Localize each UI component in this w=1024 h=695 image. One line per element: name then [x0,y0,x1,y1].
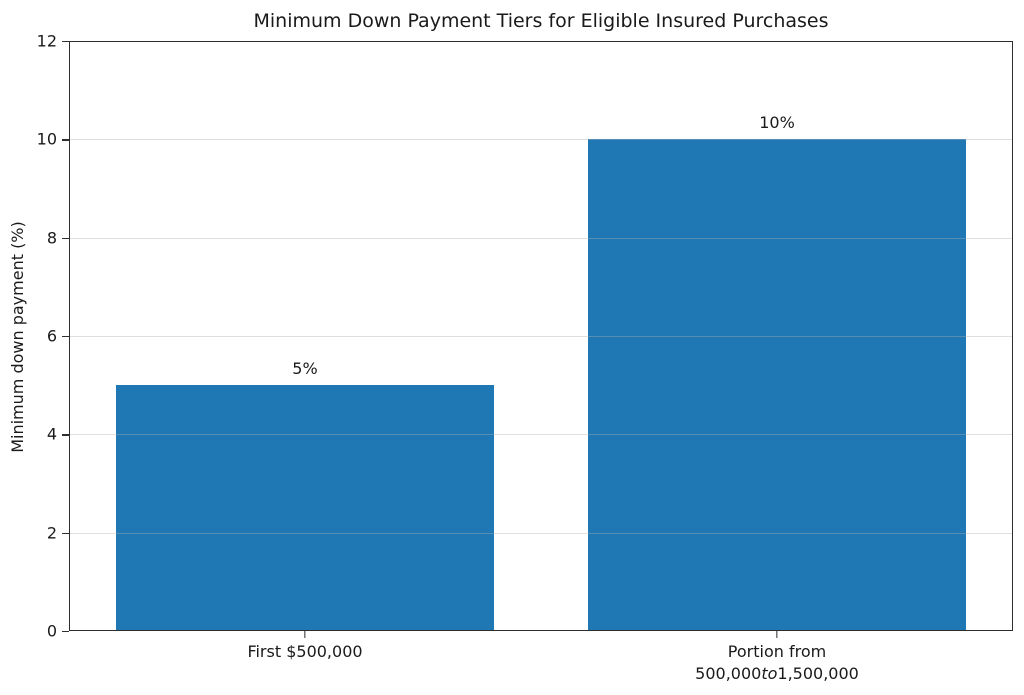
y-tick-label-6: 6 [46,326,57,346]
bar-0 [116,385,494,631]
x-tick-label-0: First $500,000 [247,642,363,661]
y-tick-mark-0 [62,631,69,633]
y-tick-mark-2 [62,532,69,534]
y-tick-mark-8 [62,237,69,239]
gridline-y8 [69,237,1013,239]
gridline-y10 [69,139,1013,141]
gridline-y2 [69,532,1013,534]
y-tick-label-0: 0 [46,621,57,641]
x-tick-label-1: Portion from 500,000to1,500,000 [695,642,859,683]
y-tick-label-12: 12 [36,31,57,51]
y-tick-label-10: 10 [36,129,57,149]
x-tick-mark-1 [776,631,778,638]
plot-area: 0 2 4 6 8 10 12 5% First $500,000 10% Portion from… [37,32,1013,683]
chart-title: Minimum Down Payment Tiers for Eligible … [253,10,829,32]
bar-value-label-1: 10% [759,113,795,133]
gridline-y4 [69,434,1013,436]
y-tick-mark-10 [62,139,69,141]
bar-value-label-0: 5% [292,359,318,379]
bar-1 [588,139,966,631]
y-tick-label-8: 8 [46,228,57,248]
y-tick-mark-6 [62,336,69,338]
y-tick-mark-4 [62,434,69,436]
y-tick-label-2: 2 [46,523,57,543]
y-tick-label-4: 4 [46,424,57,444]
y-tick-mark-12 [62,41,69,43]
gridline-y6 [69,336,1013,337]
y-axis-label: Minimum down payment (%) [8,221,27,453]
x-tick-mark-0 [304,631,306,638]
